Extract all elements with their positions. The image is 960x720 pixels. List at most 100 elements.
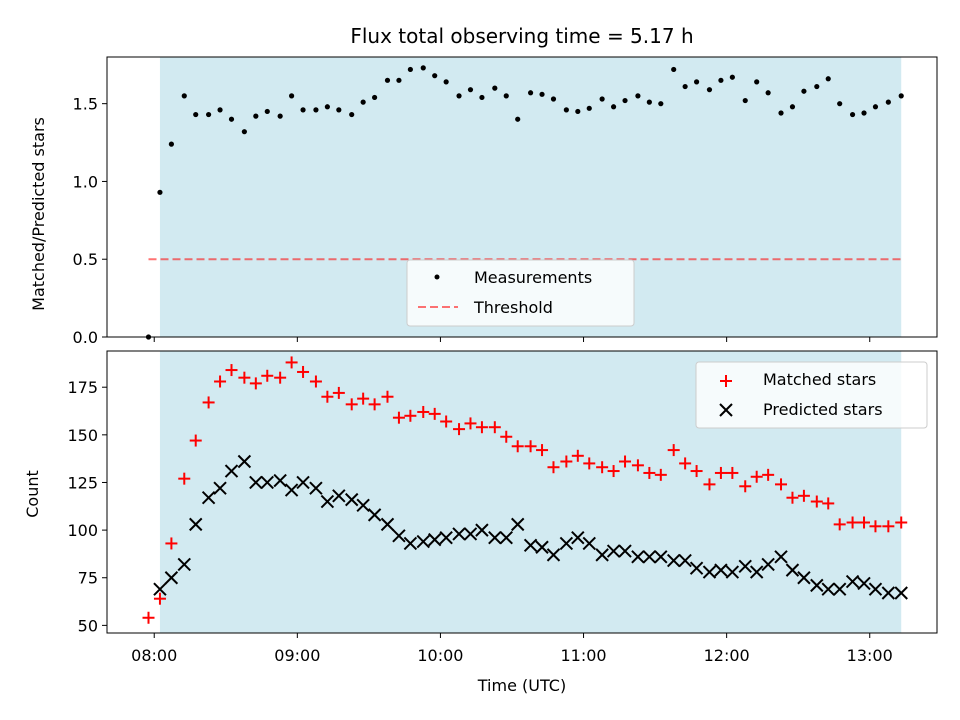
legend-measurements-label: Measurements [474, 268, 592, 287]
matched-star-point [357, 392, 370, 405]
matched-star-point [153, 592, 166, 605]
matched-star-point [165, 537, 178, 550]
predicted-star-point [642, 550, 657, 564]
predicted-star-point [213, 481, 227, 495]
measurement-point [289, 93, 295, 99]
predicted-star-point [273, 473, 287, 488]
predicted-star-point [832, 582, 847, 596]
predicted-star-point [284, 483, 299, 497]
predicted-star-point [523, 538, 538, 553]
measurement-point [360, 99, 366, 105]
matched-star-point [560, 455, 573, 468]
top-y-ticks: 0.0 0.5 1.0 1.5 [73, 95, 107, 347]
bottom-y-tick-label: 50 [78, 616, 98, 635]
predicted-star-point [309, 481, 323, 495]
measurement-point [384, 77, 391, 83]
x-tick-label: 09:00 [274, 646, 320, 665]
measurement-point [646, 99, 652, 105]
matched-star-point [571, 449, 584, 462]
predicted-star-point [201, 491, 216, 505]
matched-star-point [596, 461, 609, 474]
matched-star-point [882, 520, 895, 533]
predicted-star-point [761, 557, 775, 572]
bottom-legend-box [695, 361, 928, 429]
bottom-legend: Matched stars Predicted stars [695, 361, 928, 429]
predicted-star-point [488, 531, 502, 545]
measurement-point [575, 108, 581, 115]
measurement-point [300, 107, 306, 113]
measurement-point [610, 104, 617, 110]
predicted-star-point [332, 489, 346, 503]
matched-star-point [500, 430, 513, 443]
chart-title: Flux total observing time = 5.17 h [350, 24, 693, 48]
matched-star-point [332, 386, 345, 399]
x-tick-label: 13:00 [847, 646, 893, 665]
measurement-point [885, 99, 891, 105]
measurement-point [467, 87, 474, 93]
measurement-point [849, 111, 856, 118]
bottom-y-axis-label: Count [23, 470, 42, 518]
measurement-point [479, 94, 485, 101]
matched-star-point [214, 375, 227, 388]
predicted-star-point [810, 578, 824, 593]
matched-star-point [309, 375, 322, 388]
predicted-star-point [260, 475, 274, 490]
measurement-point [217, 107, 223, 113]
x-tick-label: 08:00 [131, 646, 177, 665]
top-y-tick-label: 1.5 [73, 95, 98, 114]
predicted-star-point [403, 536, 418, 551]
top-y-axis-label: Matched/Predicted stars [29, 117, 48, 311]
measurement-point [671, 66, 677, 73]
matched-star-point [714, 466, 727, 479]
matched-star-point [381, 390, 394, 403]
predicted-star-point [546, 548, 561, 562]
measurement-point [622, 97, 628, 104]
x-tick-label: 12:00 [704, 646, 750, 665]
matched-star-point [833, 518, 846, 531]
bottom-axes-frame [106, 350, 938, 634]
predicted-star-point [296, 475, 310, 490]
matched-star-point [417, 405, 430, 418]
matched-star-point [654, 468, 667, 481]
matched-star-point [703, 478, 716, 491]
legend-matched-marker [720, 375, 732, 387]
predicted-star-point [367, 508, 382, 522]
measurement-point [539, 91, 545, 97]
predicted-star-point [689, 561, 704, 575]
predicted-star-point [845, 574, 860, 589]
measurement-point [181, 93, 187, 99]
measurement-point [407, 66, 413, 73]
measurement-point [550, 96, 557, 102]
predicted-star-point [725, 565, 740, 579]
measurement-point [729, 74, 735, 80]
measurement-point [527, 90, 534, 96]
bottom-y-tick-label: 175 [67, 378, 98, 397]
predicted-star-point [463, 527, 478, 541]
measurement-point [492, 85, 498, 91]
predicted-star-point [894, 586, 908, 600]
predicted-star-point [416, 534, 430, 549]
measurement-point [706, 87, 713, 93]
predicted-star-point [571, 531, 585, 545]
top-legend: Measurements Threshold [406, 259, 635, 327]
predicted-star-point [249, 475, 263, 490]
predicted-star-point [738, 559, 752, 574]
x-tick-label: 10:00 [417, 646, 463, 665]
matched-star-point [440, 415, 453, 428]
matched-star-point [536, 444, 549, 457]
matched-star-point [453, 423, 466, 436]
matched-star-point [810, 495, 823, 508]
measurement-point [157, 189, 163, 195]
predicted-star-point [392, 529, 406, 543]
legend-predicted-label: Predicted stars [763, 400, 883, 419]
predicted-star-point [666, 553, 681, 568]
bottom-y-tick-label: 100 [67, 521, 98, 540]
matched-star-point [762, 468, 775, 481]
x-tick-label: 11:00 [560, 646, 606, 665]
predicted-star-point [618, 544, 632, 558]
matched-star-point [404, 409, 417, 422]
predicted-star-point [510, 517, 525, 532]
measurement-point [814, 83, 820, 90]
measurement-point [861, 110, 867, 116]
predicted-star-point [749, 565, 764, 579]
